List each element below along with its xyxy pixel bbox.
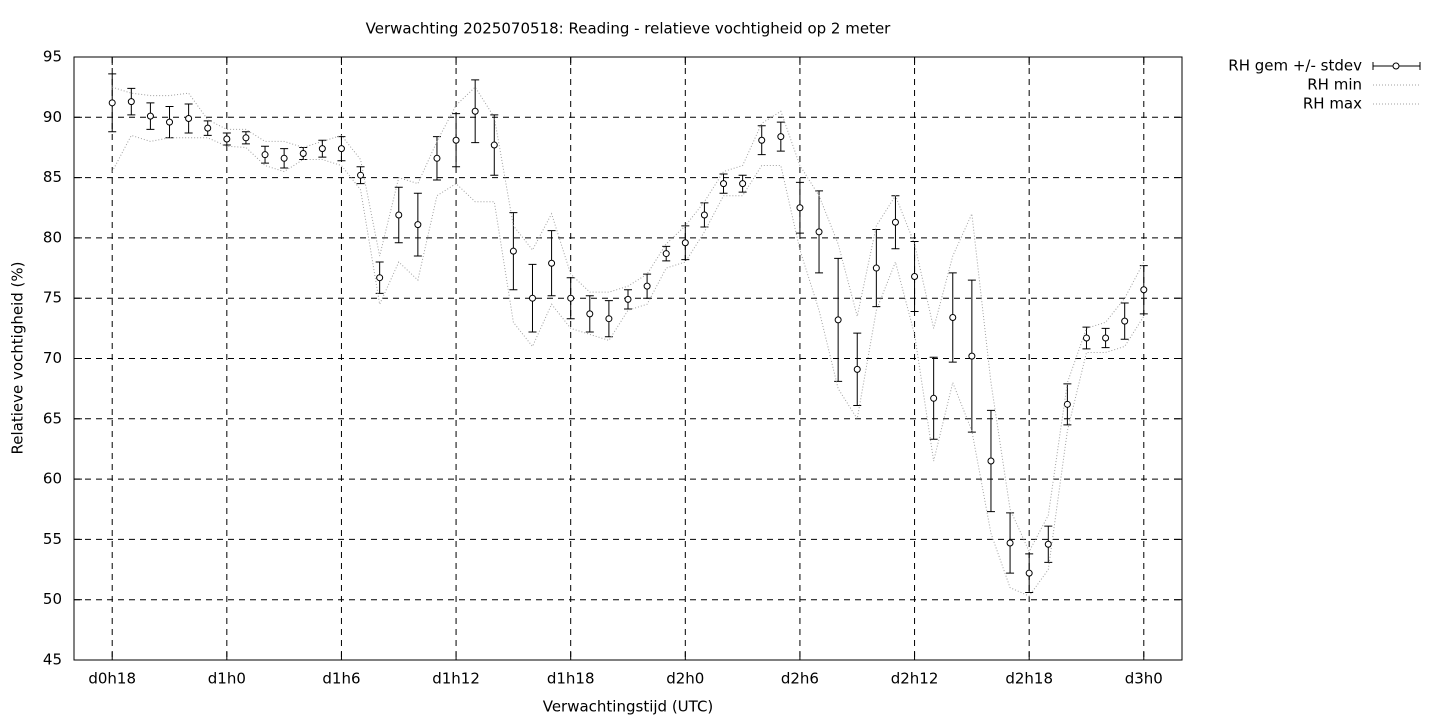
data-point (185, 115, 193, 123)
x-tick-label: d1h18 (547, 670, 595, 688)
legend-label: RH max (1303, 95, 1362, 113)
data-point (700, 211, 708, 219)
data-point (280, 154, 288, 162)
y-tick-label: 55 (43, 530, 62, 548)
data-point (796, 204, 804, 212)
data-point (987, 457, 995, 465)
x-tick-label: d1h6 (322, 670, 360, 688)
y-tick-label: 95 (43, 48, 62, 66)
data-point (395, 211, 403, 219)
data-point (528, 294, 536, 302)
data-point (681, 239, 689, 247)
data-point (758, 136, 766, 144)
y-tick-label: 50 (43, 590, 62, 608)
y-tick-label: 85 (43, 168, 62, 186)
data-point (261, 151, 269, 159)
data-point (1082, 334, 1090, 342)
data-point (1121, 317, 1129, 325)
y-tick-label: 45 (43, 651, 62, 669)
data-point (567, 294, 575, 302)
data-point (891, 218, 899, 226)
data-point (911, 272, 919, 280)
data-point (834, 316, 842, 324)
data-point (127, 98, 135, 106)
data-point (414, 221, 422, 229)
y-tick-label: 70 (43, 349, 62, 367)
data-point (490, 141, 498, 149)
data-point (548, 259, 556, 267)
y-tick-label: 80 (43, 228, 62, 246)
data-point (509, 247, 517, 255)
data-point (146, 112, 154, 120)
data-point (1063, 400, 1071, 408)
x-tick-label: d3h0 (1125, 670, 1163, 688)
data-point (777, 133, 785, 141)
data-point (452, 136, 460, 144)
legend-sample (1392, 62, 1400, 70)
data-point (720, 180, 728, 188)
x-tick-label: d1h12 (432, 670, 480, 688)
x-tick-label: d2h12 (891, 670, 939, 688)
data-point (1102, 334, 1110, 342)
y-axis-label: Relatieve vochtigheid (%) (9, 261, 27, 454)
data-point (318, 145, 326, 153)
x-tick-label: d0h18 (88, 670, 136, 688)
data-point (643, 282, 651, 290)
data-point (662, 250, 670, 258)
data-point (471, 107, 479, 115)
data-point (204, 124, 212, 132)
data-point (376, 274, 384, 282)
data-point (949, 313, 957, 321)
data-point (739, 180, 747, 188)
data-point (1025, 569, 1033, 577)
legend-label: RH min (1307, 76, 1362, 94)
y-tick-label: 65 (43, 409, 62, 427)
data-point (433, 154, 441, 162)
data-point (872, 264, 880, 272)
x-tick-label: d1h0 (208, 670, 246, 688)
data-point (108, 99, 116, 107)
data-point (337, 145, 345, 153)
data-point (968, 352, 976, 360)
y-tick-label: 60 (43, 470, 62, 488)
x-tick-label: d2h0 (666, 670, 704, 688)
data-point (586, 310, 594, 318)
data-point (1140, 286, 1148, 294)
data-point (299, 149, 307, 157)
data-point (605, 315, 613, 323)
data-point (223, 135, 231, 143)
data-point (242, 134, 250, 142)
plot-frame (73, 56, 1183, 661)
chart-title: Verwachting 2025070518: Reading - relati… (366, 20, 892, 38)
x-tick-label: d2h6 (781, 670, 819, 688)
data-point (1006, 539, 1014, 547)
data-point (1044, 540, 1052, 548)
series-line (111, 134, 1145, 597)
data-point (357, 171, 365, 179)
series-line (112, 86, 1145, 553)
y-tick-label: 90 (43, 108, 62, 126)
data-point (853, 365, 861, 373)
data-point (930, 394, 938, 402)
data-point (166, 118, 174, 126)
data-point (624, 295, 632, 303)
data-point (815, 228, 823, 236)
y-tick-label: 75 (43, 289, 62, 307)
x-tick-label: d2h18 (1005, 670, 1053, 688)
legend-label: RH gem +/- stdev (1228, 57, 1362, 75)
x-axis-label: Verwachtingstijd (UTC) (543, 698, 714, 716)
